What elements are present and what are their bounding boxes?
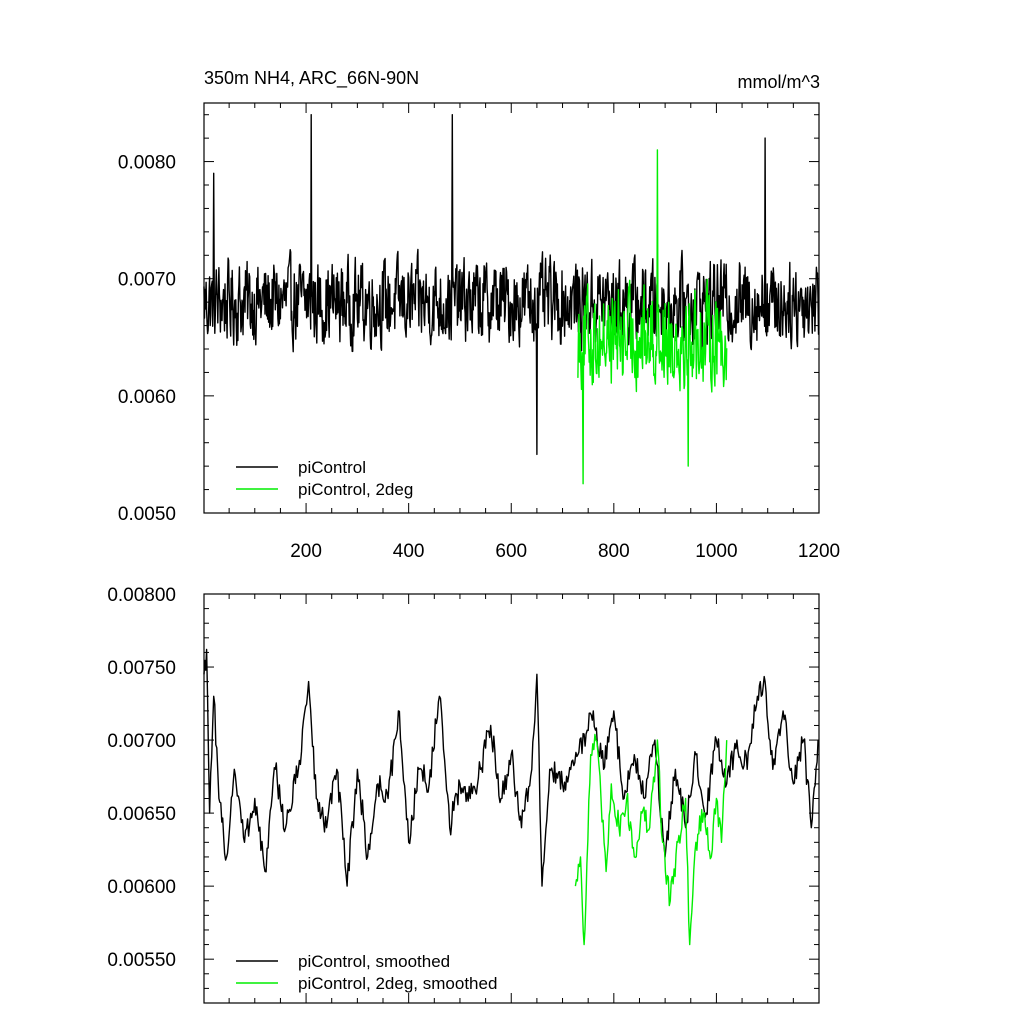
x-tick-label: 1200: [798, 541, 840, 562]
chart-title: 350m NH4, ARC_66N-90N: [204, 68, 419, 89]
series-line-picontrol-smoothed: [203, 648, 820, 887]
top-series-group: [203, 114, 820, 485]
x-tick-label: 1000: [695, 541, 737, 562]
x-tick-label: 200: [290, 541, 322, 562]
bottom-panel: 0.00550 0.00600 0.00650 0.00700 0.00750 0.008…: [107, 585, 820, 1004]
top-panel: 200 400 600 800 1000 1200 0.0050 0.0060 0.0070 0.…: [118, 102, 840, 562]
y-tick-label: 0.00650: [107, 804, 176, 825]
series-line-picontrol: [203, 114, 820, 456]
bottom-axis-ticks: 0.00550 0.00600 0.00650 0.00700 0.00750 0.008…: [107, 585, 820, 1004]
x-tick-label: 400: [393, 541, 425, 562]
series-line-picontrol-2deg-smoothed: [574, 733, 728, 946]
y-tick-label: 0.00550: [107, 950, 176, 971]
top-axis-ticks: 200 400 600 800 1000 1200 0.0050 0.0060 0.0070 0.…: [118, 103, 840, 562]
y-tick-label: 0.0070: [118, 270, 176, 291]
legend-label-picontrol-smoothed: piControl, smoothed: [298, 952, 450, 971]
units-label: mmol/m^3: [738, 72, 820, 92]
legend-label-picontrol-2deg: piControl, 2deg: [298, 480, 413, 499]
x-tick-label: 600: [495, 541, 527, 562]
y-tick-label: 0.0080: [118, 153, 176, 174]
top-legend: piControl piControl, 2deg: [236, 458, 413, 499]
legend-label-picontrol: piControl: [298, 458, 366, 477]
y-tick-label: 0.0060: [118, 387, 176, 408]
bottom-legend: piControl, smoothed piControl, 2deg, smo…: [236, 952, 497, 993]
y-tick-label: 0.00800: [107, 585, 176, 606]
y-tick-label: 0.00750: [107, 658, 176, 679]
y-tick-label: 0.0050: [118, 504, 176, 525]
bottom-series-group: [203, 648, 820, 946]
bottom-plot-frame: [203, 593, 820, 1004]
x-tick-label: 800: [598, 541, 630, 562]
legend-label-picontrol-2deg-smoothed: piControl, 2deg, smoothed: [298, 974, 497, 993]
y-tick-label: 0.00700: [107, 731, 176, 752]
y-tick-label: 0.00600: [107, 877, 176, 898]
series-line-picontrol-2deg: [577, 149, 728, 485]
